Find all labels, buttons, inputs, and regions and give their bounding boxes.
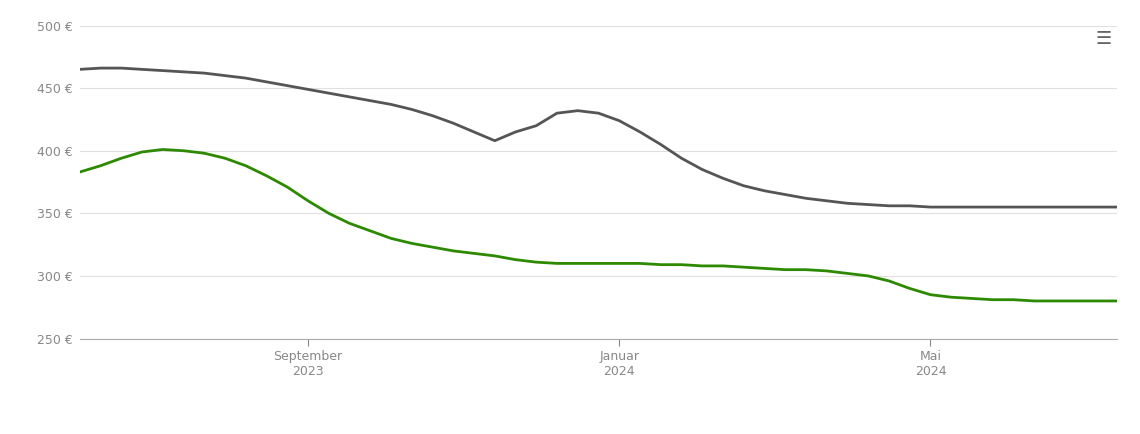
Text: ☰: ☰ [1096,30,1112,48]
